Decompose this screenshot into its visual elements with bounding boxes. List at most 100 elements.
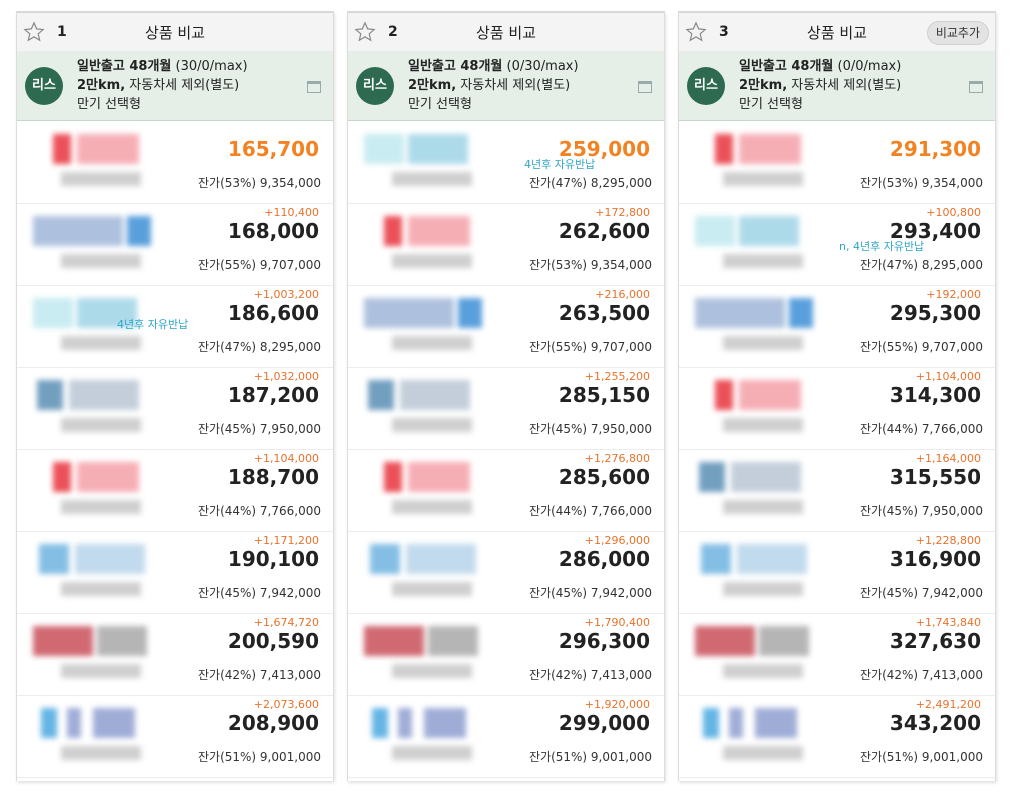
column-number: 1 bbox=[57, 24, 67, 40]
comparison-column: 3 상품 비교 비교추가 리스 일반출고 48개월 (0/0/max) 2만km… bbox=[678, 11, 996, 781]
lender-logo bbox=[364, 544, 494, 574]
star-icon[interactable] bbox=[23, 21, 45, 43]
offer-list: 259,000 잔가(47%) 8,295,000 4년후 자유반납 +172,800… bbox=[348, 122, 664, 778]
offer-row[interactable]: +1,171,200 190,100 잔가(45%) 7,942,000 bbox=[17, 532, 333, 614]
monthly-price: 285,150 bbox=[558, 383, 650, 407]
lender-logo bbox=[695, 134, 825, 164]
cond-line2-extra: 자동차세 제외(별도) bbox=[460, 78, 571, 93]
lender-name-blurred bbox=[61, 254, 141, 268]
lender-logo bbox=[364, 462, 494, 492]
condition-panel[interactable]: 리스 일반출고 48개월 (0/0/max) 2만km, 자동차세 제외(별도)… bbox=[679, 51, 995, 121]
price-difference: +1,104,000 bbox=[253, 452, 319, 465]
condition-panel[interactable]: 리스 일반출고 48개월 (0/30/max) 2만km, 자동차세 제외(별도… bbox=[348, 51, 664, 121]
condition-panel[interactable]: 리스 일반출고 48개월 (30/0/max) 2만km, 자동차세 제외(별도… bbox=[17, 51, 333, 121]
lender-name-blurred bbox=[723, 500, 803, 514]
lender-name-blurred bbox=[61, 418, 141, 432]
price-difference: +1,743,840 bbox=[915, 616, 981, 629]
offer-row[interactable]: +2,491,200 343,200 잔가(51%) 9,001,000 bbox=[679, 696, 995, 778]
column-title: 상품 비교 bbox=[807, 24, 867, 42]
offer-row[interactable]: +1,920,000 299,000 잔가(51%) 9,001,000 bbox=[348, 696, 664, 778]
condition-text: 일반출고 48개월 (0/30/max) 2만km, 자동차세 제외(별도) 만… bbox=[408, 57, 579, 114]
add-compare-button[interactable]: 비교추가 bbox=[926, 21, 989, 45]
offer-row[interactable]: +1,743,840 327,630 잔가(42%) 7,413,000 bbox=[679, 614, 995, 696]
offer-row[interactable]: +1,003,200 186,600 잔가(47%) 8,295,000 4년후 자유… bbox=[17, 286, 333, 368]
offer-row[interactable]: +1,032,000 187,200 잔가(45%) 7,950,000 bbox=[17, 368, 333, 450]
residual-value: 잔가(55%) 9,707,000 bbox=[528, 340, 652, 354]
memo-icon[interactable] bbox=[969, 81, 983, 93]
lender-name-blurred bbox=[392, 746, 472, 760]
lender-name-blurred bbox=[723, 582, 803, 596]
offer-row[interactable]: +1,674,720 200,590 잔가(42%) 7,413,000 bbox=[17, 614, 333, 696]
return-note: 4년후 자유반납 bbox=[524, 158, 596, 171]
monthly-price: 262,600 bbox=[558, 219, 650, 243]
offer-row[interactable]: 259,000 잔가(47%) 8,295,000 4년후 자유반납 bbox=[348, 122, 664, 204]
lender-name-blurred bbox=[392, 500, 472, 514]
monthly-price: 208,900 bbox=[227, 711, 319, 735]
offer-row[interactable]: +1,104,000 188,700 잔가(44%) 7,766,000 bbox=[17, 450, 333, 532]
price-difference: +1,164,000 bbox=[915, 452, 981, 465]
monthly-price: 343,200 bbox=[889, 711, 981, 735]
memo-icon[interactable] bbox=[307, 81, 321, 93]
lender-name-blurred bbox=[392, 418, 472, 432]
cond-line3: 만기 선택형 bbox=[739, 97, 803, 112]
monthly-price: 188,700 bbox=[227, 465, 319, 489]
offer-row[interactable]: +1,276,800 285,600 잔가(44%) 7,766,000 bbox=[348, 450, 664, 532]
star-icon[interactable] bbox=[685, 21, 707, 43]
lender-name-blurred bbox=[61, 172, 141, 186]
price-difference: +172,800 bbox=[595, 206, 650, 219]
monthly-price: 263,500 bbox=[558, 301, 650, 325]
lender-name-blurred bbox=[723, 746, 803, 760]
offer-row[interactable]: +1,164,000 315,550 잔가(45%) 7,950,000 bbox=[679, 450, 995, 532]
memo-icon[interactable] bbox=[638, 81, 652, 93]
residual-value: 잔가(47%) 8,295,000 bbox=[197, 340, 321, 354]
offer-row[interactable]: +1,296,000 286,000 잔가(45%) 7,942,000 bbox=[348, 532, 664, 614]
monthly-price: 286,000 bbox=[558, 547, 650, 571]
cond-line1-extra: (30/0/max) bbox=[175, 59, 248, 74]
lender-logo bbox=[33, 380, 163, 410]
star-icon[interactable] bbox=[354, 21, 376, 43]
monthly-price: 291,300 bbox=[889, 137, 981, 161]
lender-logo bbox=[695, 708, 825, 738]
monthly-price: 295,300 bbox=[889, 301, 981, 325]
lender-logo bbox=[695, 626, 825, 656]
condition-text: 일반출고 48개월 (0/0/max) 2만km, 자동차세 제외(별도) 만기… bbox=[739, 57, 901, 114]
lender-logo bbox=[33, 462, 163, 492]
offer-row[interactable]: +2,073,600 208,900 잔가(51%) 9,001,000 bbox=[17, 696, 333, 778]
offer-row[interactable]: +110,400 168,000 잔가(55%) 9,707,000 bbox=[17, 204, 333, 286]
offer-row[interactable]: +1,790,400 296,300 잔가(42%) 7,413,000 bbox=[348, 614, 664, 696]
lender-logo bbox=[695, 462, 825, 492]
offer-row[interactable]: +172,800 262,600 잔가(53%) 9,354,000 bbox=[348, 204, 664, 286]
monthly-price: 259,000 bbox=[558, 137, 650, 161]
lender-logo bbox=[364, 380, 494, 410]
cond-line1-extra: (0/30/max) bbox=[506, 59, 579, 74]
monthly-price: 299,000 bbox=[558, 711, 650, 735]
residual-value: 잔가(44%) 7,766,000 bbox=[859, 422, 983, 436]
price-difference: +1,003,200 bbox=[253, 288, 319, 301]
lender-logo bbox=[364, 298, 494, 328]
offer-row[interactable]: +100,800 293,400 잔가(47%) 8,295,000 n, 4년후 자… bbox=[679, 204, 995, 286]
price-difference: +1,296,000 bbox=[584, 534, 650, 547]
lender-name-blurred bbox=[61, 500, 141, 514]
offer-row[interactable]: +192,000 295,300 잔가(55%) 9,707,000 bbox=[679, 286, 995, 368]
cond-line1: 일반출고 48개월 bbox=[739, 59, 834, 74]
offer-row[interactable]: +216,000 263,500 잔가(55%) 9,707,000 bbox=[348, 286, 664, 368]
lender-name-blurred bbox=[61, 336, 141, 350]
monthly-price: 293,400 bbox=[889, 219, 981, 243]
offer-row[interactable]: 165,700 잔가(53%) 9,354,000 bbox=[17, 122, 333, 204]
price-difference: +1,920,000 bbox=[584, 698, 650, 711]
residual-value: 잔가(47%) 8,295,000 bbox=[528, 176, 652, 190]
lender-logo bbox=[695, 216, 825, 246]
offer-row[interactable]: +1,228,800 316,900 잔가(45%) 7,942,000 bbox=[679, 532, 995, 614]
offer-row[interactable]: 291,300 잔가(53%) 9,354,000 bbox=[679, 122, 995, 204]
lender-name-blurred bbox=[723, 336, 803, 350]
residual-value: 잔가(55%) 9,707,000 bbox=[197, 258, 321, 272]
residual-value: 잔가(45%) 7,950,000 bbox=[859, 504, 983, 518]
column-title: 상품 비교 bbox=[476, 24, 536, 42]
column-header: 3 상품 비교 비교추가 bbox=[679, 11, 995, 51]
return-note: n, 4년후 자유반납 bbox=[839, 240, 925, 253]
cond-line3: 만기 선택형 bbox=[77, 97, 141, 112]
offer-row[interactable]: +1,255,200 285,150 잔가(45%) 7,950,000 bbox=[348, 368, 664, 450]
price-difference: +110,400 bbox=[264, 206, 319, 219]
lender-name-blurred bbox=[723, 172, 803, 186]
offer-row[interactable]: +1,104,000 314,300 잔가(44%) 7,766,000 bbox=[679, 368, 995, 450]
